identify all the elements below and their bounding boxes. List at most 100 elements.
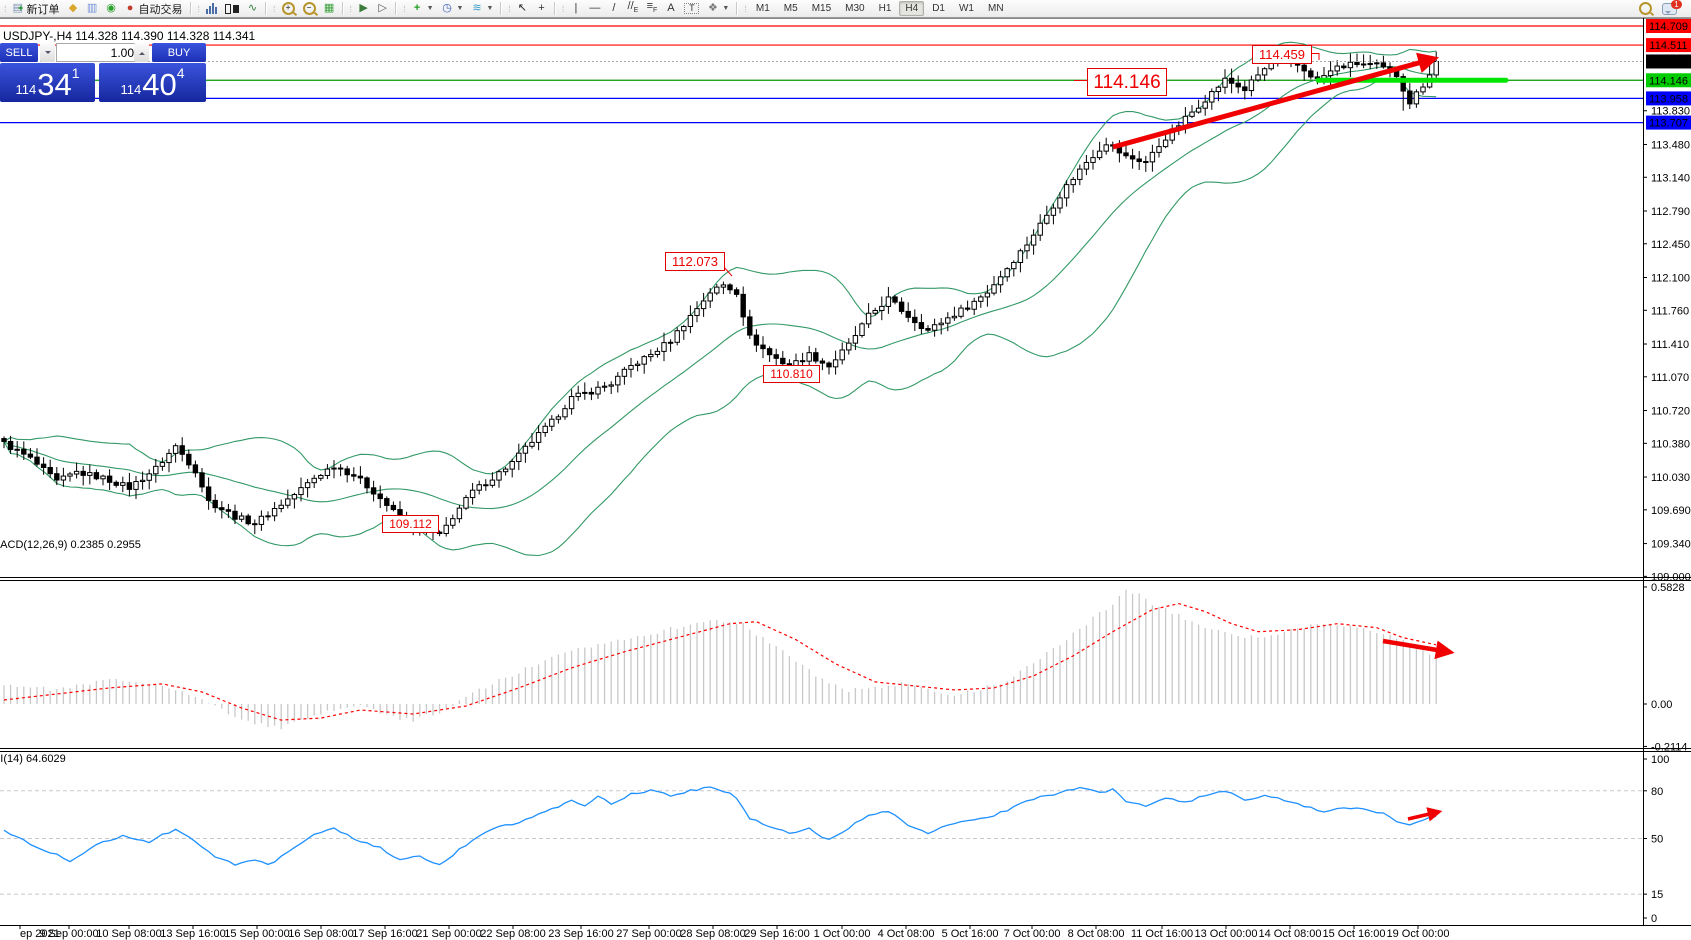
annotation-price-109112[interactable]: 109.112 bbox=[382, 515, 439, 533]
crosshair-button[interactable]: + bbox=[532, 1, 551, 17]
bar-chart-button[interactable] bbox=[202, 1, 221, 17]
volume-increase-button[interactable] bbox=[134, 43, 149, 62]
candle-body bbox=[628, 364, 634, 370]
cursor-button[interactable]: ↖ bbox=[513, 1, 532, 17]
volume-decrease-button[interactable] bbox=[40, 43, 55, 62]
search-icon[interactable] bbox=[1639, 2, 1652, 15]
zoom-out-button[interactable]: – bbox=[299, 1, 320, 17]
timeframe-button-w1[interactable]: W1 bbox=[958, 3, 974, 14]
annotation-price-112073[interactable]: 112.073 bbox=[665, 252, 725, 271]
timeframe-button-h4[interactable]: H4 bbox=[899, 1, 925, 16]
autotrade-icon: ● bbox=[126, 2, 134, 14]
chevron-down-icon[interactable]: ▼ bbox=[456, 5, 464, 12]
tile-windows-button[interactable]: ▦ bbox=[320, 1, 339, 17]
annotation-price-110810[interactable]: 110.810 bbox=[763, 365, 820, 383]
toolbar-drag-handle[interactable]: ⁞ bbox=[744, 3, 746, 14]
candle-body bbox=[694, 308, 700, 316]
rsi-arrow[interactable] bbox=[1407, 807, 1443, 822]
horizontal-line-button[interactable]: — bbox=[585, 1, 604, 17]
price-axis-badge bbox=[1646, 19, 1691, 33]
candle-body bbox=[753, 334, 760, 346]
candle-body bbox=[852, 335, 859, 344]
toolbar-drag-handle[interactable]: ⁞ bbox=[508, 3, 510, 14]
toolbar-drag-handle[interactable]: ⁞ bbox=[4, 3, 6, 14]
periods-button[interactable]: ◷ ▼ bbox=[438, 1, 468, 17]
chevron-down-icon[interactable]: ▼ bbox=[486, 5, 494, 12]
text-button[interactable]: A bbox=[661, 1, 680, 17]
candle-body bbox=[740, 293, 746, 318]
auto-scroll-button[interactable]: ▶ bbox=[354, 1, 373, 17]
chevron-down-icon[interactable]: ▼ bbox=[426, 5, 434, 12]
price-axis-label: 113.830 bbox=[1651, 106, 1690, 118]
timeframe-button-m1[interactable]: M1 bbox=[755, 3, 770, 14]
toolbar-drag-handle[interactable]: ⁞ bbox=[197, 3, 200, 14]
candle-body bbox=[100, 475, 106, 480]
candle-body bbox=[1083, 161, 1090, 170]
arrows-button[interactable]: ❖ ▼ bbox=[703, 1, 733, 17]
macd-indicator-label: MACD(12,26,9) 0.2385 0.2955 bbox=[0, 539, 141, 551]
chart-canvas[interactable]: 113.830 113.480 113.140 112.790 112.450 112.1… bbox=[0, 18, 1691, 940]
volume-input[interactable] bbox=[56, 43, 139, 62]
timeframe-button-m5[interactable]: M5 bbox=[783, 3, 798, 14]
fibonacci-button[interactable]: ≡F bbox=[642, 0, 661, 17]
toolbar-drag-handle[interactable]: ⁞ bbox=[403, 3, 405, 14]
candle-body bbox=[40, 463, 47, 469]
candle-body bbox=[806, 352, 812, 362]
chat-icon[interactable]: 1 bbox=[1662, 0, 1682, 15]
signals-button[interactable]: ◉ bbox=[102, 1, 121, 17]
bid-price[interactable]: 114 34 1 bbox=[0, 63, 95, 102]
candle-body bbox=[54, 473, 60, 481]
candle-body bbox=[291, 494, 298, 500]
trendline-button[interactable]: / bbox=[604, 1, 623, 17]
candle-body bbox=[463, 497, 469, 509]
chevron-down-icon[interactable]: ▼ bbox=[722, 5, 730, 12]
autotrade-button[interactable]: ● 自动交易 bbox=[121, 1, 187, 17]
timeframe-button-m15[interactable]: M15 bbox=[811, 3, 832, 14]
candle-body bbox=[232, 510, 238, 520]
macd-arrow[interactable] bbox=[1382, 638, 1455, 660]
candle-body bbox=[219, 507, 225, 511]
timeframe-button-mn[interactable]: MN bbox=[987, 3, 1004, 14]
toolbar-separator bbox=[500, 2, 502, 15]
candle-body bbox=[575, 392, 581, 398]
toolbar-separator bbox=[736, 2, 738, 15]
candle-body bbox=[225, 509, 232, 512]
buy-button[interactable]: BUY bbox=[152, 43, 206, 62]
toolbar-drag-handle[interactable]: ⁞ bbox=[349, 3, 352, 14]
bollinger-lower-band[interactable] bbox=[3, 77, 1437, 557]
candlestick-button[interactable] bbox=[221, 1, 243, 17]
candle-body bbox=[1202, 101, 1208, 109]
trend-arrow[interactable] bbox=[1112, 52, 1440, 150]
bollinger-middle-band[interactable] bbox=[3, 66, 1437, 510]
new-order-button[interactable]: ▤+ 新订单 bbox=[9, 1, 64, 17]
templates-button[interactable]: ≋ ▼ bbox=[467, 1, 497, 17]
timeframe-button-m30[interactable]: M30 bbox=[845, 3, 865, 14]
annotation-price-114459[interactable]: 114.459 bbox=[1252, 45, 1312, 64]
vertical-line-button[interactable]: | bbox=[566, 1, 585, 17]
candle-body bbox=[568, 396, 575, 410]
equidistant-channel-button[interactable]: //E bbox=[623, 0, 642, 17]
timeframe-button-h1[interactable]: H1 bbox=[878, 3, 892, 14]
eraser-button[interactable]: ◆ bbox=[64, 1, 83, 17]
rsi-axis-label: 15 bbox=[1651, 889, 1663, 901]
charts-window-button[interactable]: ▥ bbox=[83, 1, 102, 17]
zoom-in-button[interactable]: + bbox=[278, 1, 299, 17]
chart-shift-button[interactable]: ▷ bbox=[373, 1, 392, 17]
candle-body bbox=[951, 315, 958, 319]
sell-button[interactable]: SELL bbox=[0, 43, 38, 62]
toolbar-drag-handle[interactable]: ⁞ bbox=[561, 3, 564, 14]
toolbar-drag-handle[interactable]: ⁞ bbox=[273, 3, 275, 14]
candle-body bbox=[549, 418, 555, 427]
candle-body bbox=[139, 479, 146, 483]
rsi-line bbox=[3, 786, 1437, 866]
candle-body bbox=[153, 465, 159, 475]
candle-body bbox=[384, 498, 390, 506]
price-axis-label: 109.690 bbox=[1651, 505, 1691, 517]
ask-price[interactable]: 114 40 4 bbox=[99, 63, 206, 102]
candle-body bbox=[265, 515, 271, 518]
line-chart-button[interactable]: ∿ bbox=[243, 1, 262, 17]
annotation-price-114146[interactable]: 114.146 bbox=[1087, 68, 1167, 96]
add-indicator-button[interactable]: + ▼ bbox=[408, 1, 438, 17]
text-label-button[interactable]: T bbox=[680, 1, 703, 17]
timeframe-button-d1[interactable]: D1 bbox=[932, 3, 945, 14]
